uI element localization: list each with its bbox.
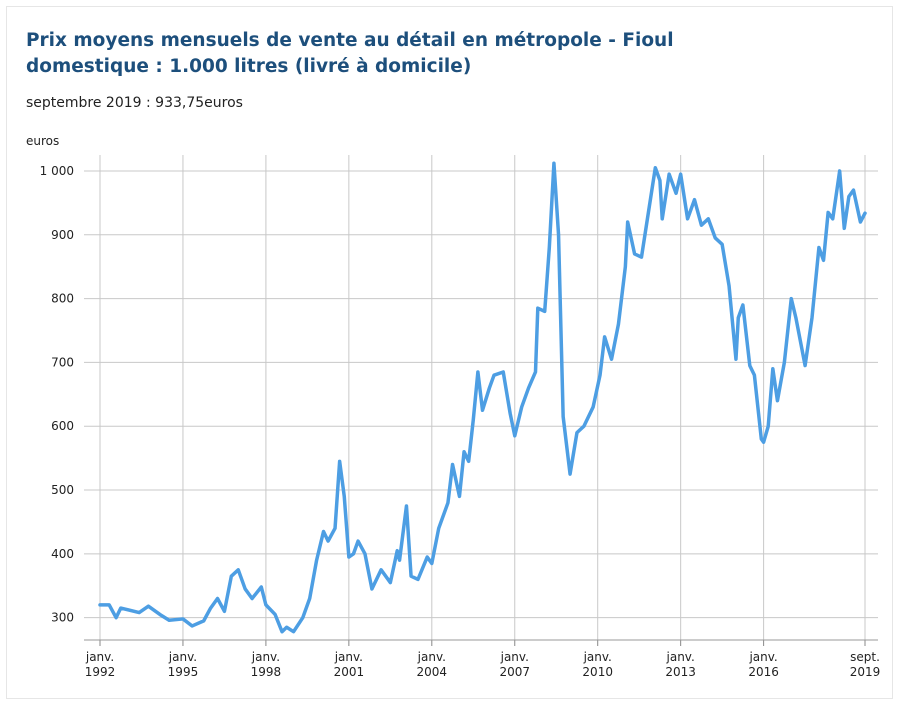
x-tick-label: janv.	[748, 650, 777, 664]
chart-title: Prix moyens mensuels de vente au détail …	[26, 30, 674, 51]
y-tick-label: 600	[51, 419, 74, 433]
price-line	[98, 161, 867, 634]
x-tick-label: 1995	[168, 665, 199, 679]
x-tick-label: janv.	[417, 650, 446, 664]
frame	[6, 6, 893, 699]
x-tick-label: 2016	[748, 665, 779, 679]
y-axis-label: euros	[26, 134, 59, 148]
x-tick-label: janv.	[666, 650, 695, 664]
x-tick-label: janv.	[85, 650, 114, 664]
y-tick-label: 400	[51, 547, 74, 561]
x-tick-label: 1992	[85, 665, 116, 679]
chart-subtitle: septembre 2019 : 933,75euros	[26, 95, 243, 111]
y-tick-label: 300	[51, 611, 74, 625]
x-tick-label: janv.	[583, 650, 612, 664]
x-tick-label: janv.	[334, 650, 363, 664]
y-tick-label: 800	[51, 292, 74, 306]
x-tick-label: janv.	[500, 650, 529, 664]
x-tick-label: janv.	[251, 650, 280, 664]
x-tick-label: 1998	[251, 665, 282, 679]
chart-title: domestique : 1.000 litres (livré à domic…	[26, 56, 471, 77]
x-tick-label: 2001	[334, 665, 365, 679]
y-tick-label: 1 000	[40, 164, 74, 178]
y-tick-label: 900	[51, 228, 74, 242]
x-tick-label: 2007	[499, 665, 530, 679]
x-tick-label: 2004	[417, 665, 448, 679]
x-tick-label: 2013	[665, 665, 696, 679]
x-tick-label: janv.	[168, 650, 197, 664]
x-tick-label: sept.	[850, 650, 880, 664]
x-tick-label: 2010	[582, 665, 613, 679]
x-tick-label: 2019	[850, 665, 881, 679]
y-tick-label: 500	[51, 483, 74, 497]
y-tick-label: 700	[51, 355, 74, 369]
